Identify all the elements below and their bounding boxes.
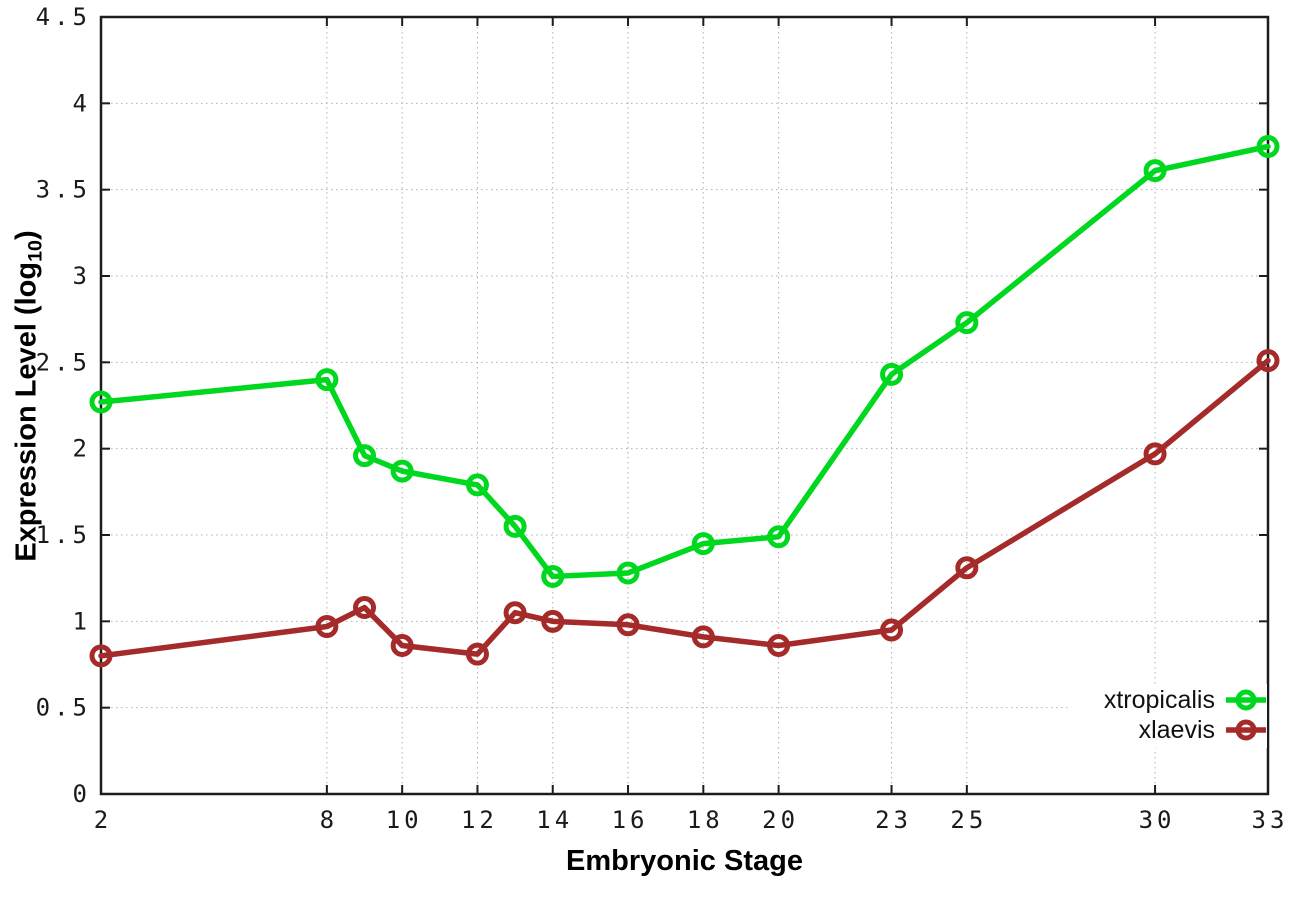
x-tick-label: 33 xyxy=(1252,806,1289,834)
tick-marks xyxy=(100,16,1269,795)
y-tick-label: 0 xyxy=(73,780,91,808)
legend-label-xlaevis: xlaevis xyxy=(1138,715,1215,744)
legend-item-xlaevis: xlaevis xyxy=(1069,715,1267,745)
data-point-xlaevis xyxy=(616,613,640,637)
data-point-xlaevis xyxy=(1256,349,1280,373)
y-tick-label: 3 xyxy=(73,262,91,290)
legend-circle-icon xyxy=(1235,689,1257,711)
data-point-xtropicalis xyxy=(767,525,791,549)
x-tick-label: 8 xyxy=(320,806,338,834)
x-tick-label: 10 xyxy=(386,806,423,834)
x-tick-label: 16 xyxy=(612,806,649,834)
x-tick-labels: 2 8 10 12 14 16 18 20 23 25 30 33 xyxy=(94,806,1289,834)
x-tick-label: 12 xyxy=(461,806,498,834)
data-point-xtropicalis xyxy=(315,368,339,392)
x-tick-label: 25 xyxy=(950,806,987,834)
data-point-xtropicalis xyxy=(691,532,715,556)
y-tick-label: 2.5 xyxy=(36,348,91,376)
y-tick-labels: 0 0.5 1 1.5 2 2.5 3 3.5 4 4.5 xyxy=(36,3,91,808)
data-point-xlaevis xyxy=(541,609,565,633)
x-tick-label: 23 xyxy=(875,806,912,834)
y-tick-label: 0.5 xyxy=(36,694,91,722)
x-tick-label: 14 xyxy=(536,806,573,834)
y-axis-title-close: ) xyxy=(10,230,43,240)
y-tick-label: 4 xyxy=(73,89,91,117)
legend: xtropicalis xlaevis xyxy=(1069,684,1267,748)
y-tick-label: 1 xyxy=(73,607,91,635)
data-point-xtropicalis xyxy=(390,459,414,483)
legend-sample-icon-xlaevis xyxy=(1226,719,1266,741)
data-point-xlaevis xyxy=(465,642,489,666)
series-line-xlaevis xyxy=(98,357,1271,659)
data-point-xlaevis xyxy=(691,625,715,649)
x-tick-label: 30 xyxy=(1139,806,1176,834)
data-point-xtropicalis xyxy=(353,444,377,468)
data-point-xlaevis xyxy=(1143,442,1167,466)
data-point-xlaevis xyxy=(353,596,377,620)
x-tick-label: 2 xyxy=(94,806,112,834)
plot-border xyxy=(99,15,1270,796)
data-point-xtropicalis xyxy=(955,311,979,335)
y-axis-title: Expression Level (log10) xyxy=(10,230,47,562)
data-point-xlaevis xyxy=(503,601,527,625)
legend-sample-icon-xtropicalis xyxy=(1226,689,1266,711)
y-tick-label: 1.5 xyxy=(36,521,91,549)
y-tick-label: 4.5 xyxy=(36,3,91,31)
data-point-xtropicalis xyxy=(880,362,904,386)
data-point-xlaevis xyxy=(390,634,414,658)
data-point-xlaevis xyxy=(880,618,904,642)
data-point-xtropicalis xyxy=(465,473,489,497)
data-point-xtropicalis xyxy=(541,564,565,588)
data-point-xtropicalis xyxy=(1143,159,1167,183)
gridlines xyxy=(101,17,1268,794)
y-tick-label: 2 xyxy=(73,435,91,463)
data-point-xlaevis xyxy=(955,556,979,580)
y-axis-title-subscript: 10 xyxy=(24,239,47,262)
data-point-xlaevis xyxy=(767,634,791,658)
series-line-xtropicalis xyxy=(98,143,1271,580)
data-point-xlaevis xyxy=(315,615,339,639)
x-tick-label: 20 xyxy=(762,806,799,834)
data-point-xtropicalis xyxy=(89,390,113,414)
x-axis-title: Embryonic Stage xyxy=(566,845,803,877)
legend-circle-icon xyxy=(1235,719,1257,741)
legend-item-xtropicalis: xtropicalis xyxy=(1069,685,1267,715)
data-point-xlaevis xyxy=(89,644,113,668)
data-point-xtropicalis xyxy=(503,514,527,538)
data-point-xtropicalis xyxy=(1256,135,1280,158)
legend-label-xtropicalis: xtropicalis xyxy=(1103,685,1215,714)
data-point-xtropicalis xyxy=(616,561,640,585)
y-tick-label: 3.5 xyxy=(36,176,91,204)
series-xlaevis xyxy=(89,349,1280,668)
x-tick-label: 18 xyxy=(687,806,724,834)
y-axis-title-text: Expression Level (log xyxy=(10,261,43,562)
series-xtropicalis xyxy=(89,135,1280,588)
